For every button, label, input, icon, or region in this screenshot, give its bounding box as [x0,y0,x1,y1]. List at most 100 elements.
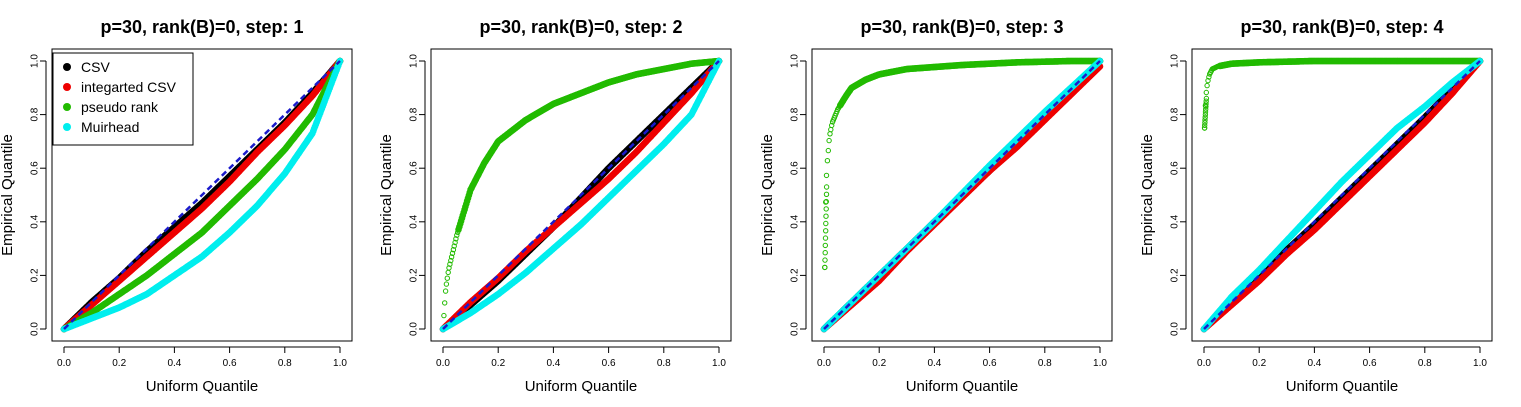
y-tick-label: 0.2 [30,268,41,282]
x-tick-label: 0.0 [1197,358,1211,369]
legend-marker [63,103,71,111]
data-point [823,213,829,219]
y-tick-label: 0.0 [790,322,801,336]
plot-frame [430,48,732,342]
data-point [1204,82,1210,89]
legend-box [52,52,194,146]
y-tick-label: 1.0 [1170,54,1181,68]
y-tick-label: 0.2 [790,268,801,282]
x-tick-label: 0.8 [1418,358,1432,369]
legend-label: integarted CSV [81,79,177,95]
data-point [1203,89,1210,96]
series-pseudo-rank [822,57,1104,271]
data-point [825,147,831,154]
chart-panel-3: p=30, rank(B)=0, step: 30.0 0.2 0.4 0.6 0.8 1… [759,17,1113,395]
x-tick-label: 0.4 [1307,358,1321,369]
y-tick-label: 0.2 [1170,268,1181,282]
data-point [823,228,829,234]
legend-label: Muirhead [81,119,139,135]
y-tick-label: 0.8 [790,107,801,121]
y-axis-label: Empirical Quantile [0,134,16,256]
x-tick-label: 0.6 [1363,358,1377,369]
reference-line [63,60,341,330]
x-axis-label: Uniform Quantile [1286,378,1399,395]
data-point [822,257,828,263]
y-axis-label: Empirical Quantile [1139,134,1156,256]
x-tick-label: 0.8 [1038,358,1052,369]
legend-marker [63,123,71,131]
plot-frame [51,48,353,342]
y-tick-label: 1.0 [30,54,41,68]
series-integarted-csv [439,57,723,333]
panels-container: p=30, rank(B)=0, step: 1 0.0 0.2 0.4 0.6 0.8 1… [0,17,1493,395]
data-point [442,300,448,306]
y-tick-label: 0.4 [409,214,420,228]
data-point [823,220,829,227]
x-tick-label: 0.4 [167,358,181,369]
chart-title: p=30, rank(B)=0, step: 4 [1240,17,1443,37]
y-tick-label: 0.4 [30,214,41,228]
data-point [823,206,829,212]
y-axis-label: Empirical Quantile [378,134,395,256]
data-point [827,131,833,137]
y-tick-label: 0.6 [1170,161,1181,175]
x-tick-label: 0.2 [491,358,505,369]
y-tick-label: 1.0 [790,54,801,68]
data-point [823,184,830,190]
y-tick-label: 0.8 [409,107,420,121]
chart-panel-4: p=30, rank(B)=0, step: 4 0.0 0.2 0.4 0.6 0.8 1… [1139,17,1493,395]
data-point [828,126,834,133]
chart-title: p=30, rank(B)=0, step: 2 [479,17,682,37]
data-point [824,158,831,164]
data-point [822,264,828,271]
legend-label: CSV [81,59,110,75]
series-group [439,57,723,333]
data-point [441,312,447,319]
chart-panel-2: p=30, rank(B)=0, step: 2 0.0 0.2 0.4 0.6 0.8 1… [378,17,732,395]
x-tick-label: 0.0 [57,358,71,369]
legend-marker [63,63,71,71]
x-tick-label: 0.6 [983,358,997,369]
y-tick-label: 0.4 [1170,214,1181,228]
x-tick-label: 0.8 [657,358,671,369]
x-tick-label: 0.2 [872,358,886,369]
x-tick-label: 0.4 [546,358,560,369]
y-axis: 0.0 0.2 0.4 0.6 0.8 1.0 Empirical Quantile [1139,54,1187,336]
y-tick-label: 0.2 [409,268,420,282]
y-tick-label: 0.0 [30,322,41,336]
x-tick-label: 0.6 [223,358,237,369]
y-tick-label: 0.0 [1170,322,1181,336]
chart-panel-1: p=30, rank(B)=0, step: 10.0 0.2 0.4 0.6 0.8 1… [0,17,353,395]
x-tick-label: 1.0 [333,358,347,369]
legend-label: pseudo rank [81,99,159,115]
y-tick-label: 0.6 [409,161,420,175]
x-tick-label: 1.0 [712,358,726,369]
data-point [823,191,830,198]
legend: CSV integarted CSV pseudo rank Muirhead [52,52,194,146]
x-tick-label: 0.6 [602,358,616,369]
y-tick-label: 0.8 [1170,107,1181,121]
data-point [443,281,450,287]
chart-title: p=30, rank(B)=0, step: 3 [860,17,1063,37]
y-tick-label: 0.0 [409,322,420,336]
x-tick-label: 0.0 [436,358,450,369]
data-point [826,137,832,144]
y-axis-label: Empirical Quantile [759,134,776,256]
chart-title: p=30, rank(B)=0, step: 1 [100,17,303,37]
data-point [822,235,829,241]
x-axis-label: Uniform Quantile [146,378,259,395]
data-point [442,288,449,294]
data-point [823,172,830,179]
data-point [444,275,450,281]
y-tick-label: 0.6 [790,161,801,175]
series-muirhead [60,57,344,333]
x-axis-label: Uniform Quantile [906,378,1019,395]
x-tick-label: 0.2 [1252,358,1266,369]
